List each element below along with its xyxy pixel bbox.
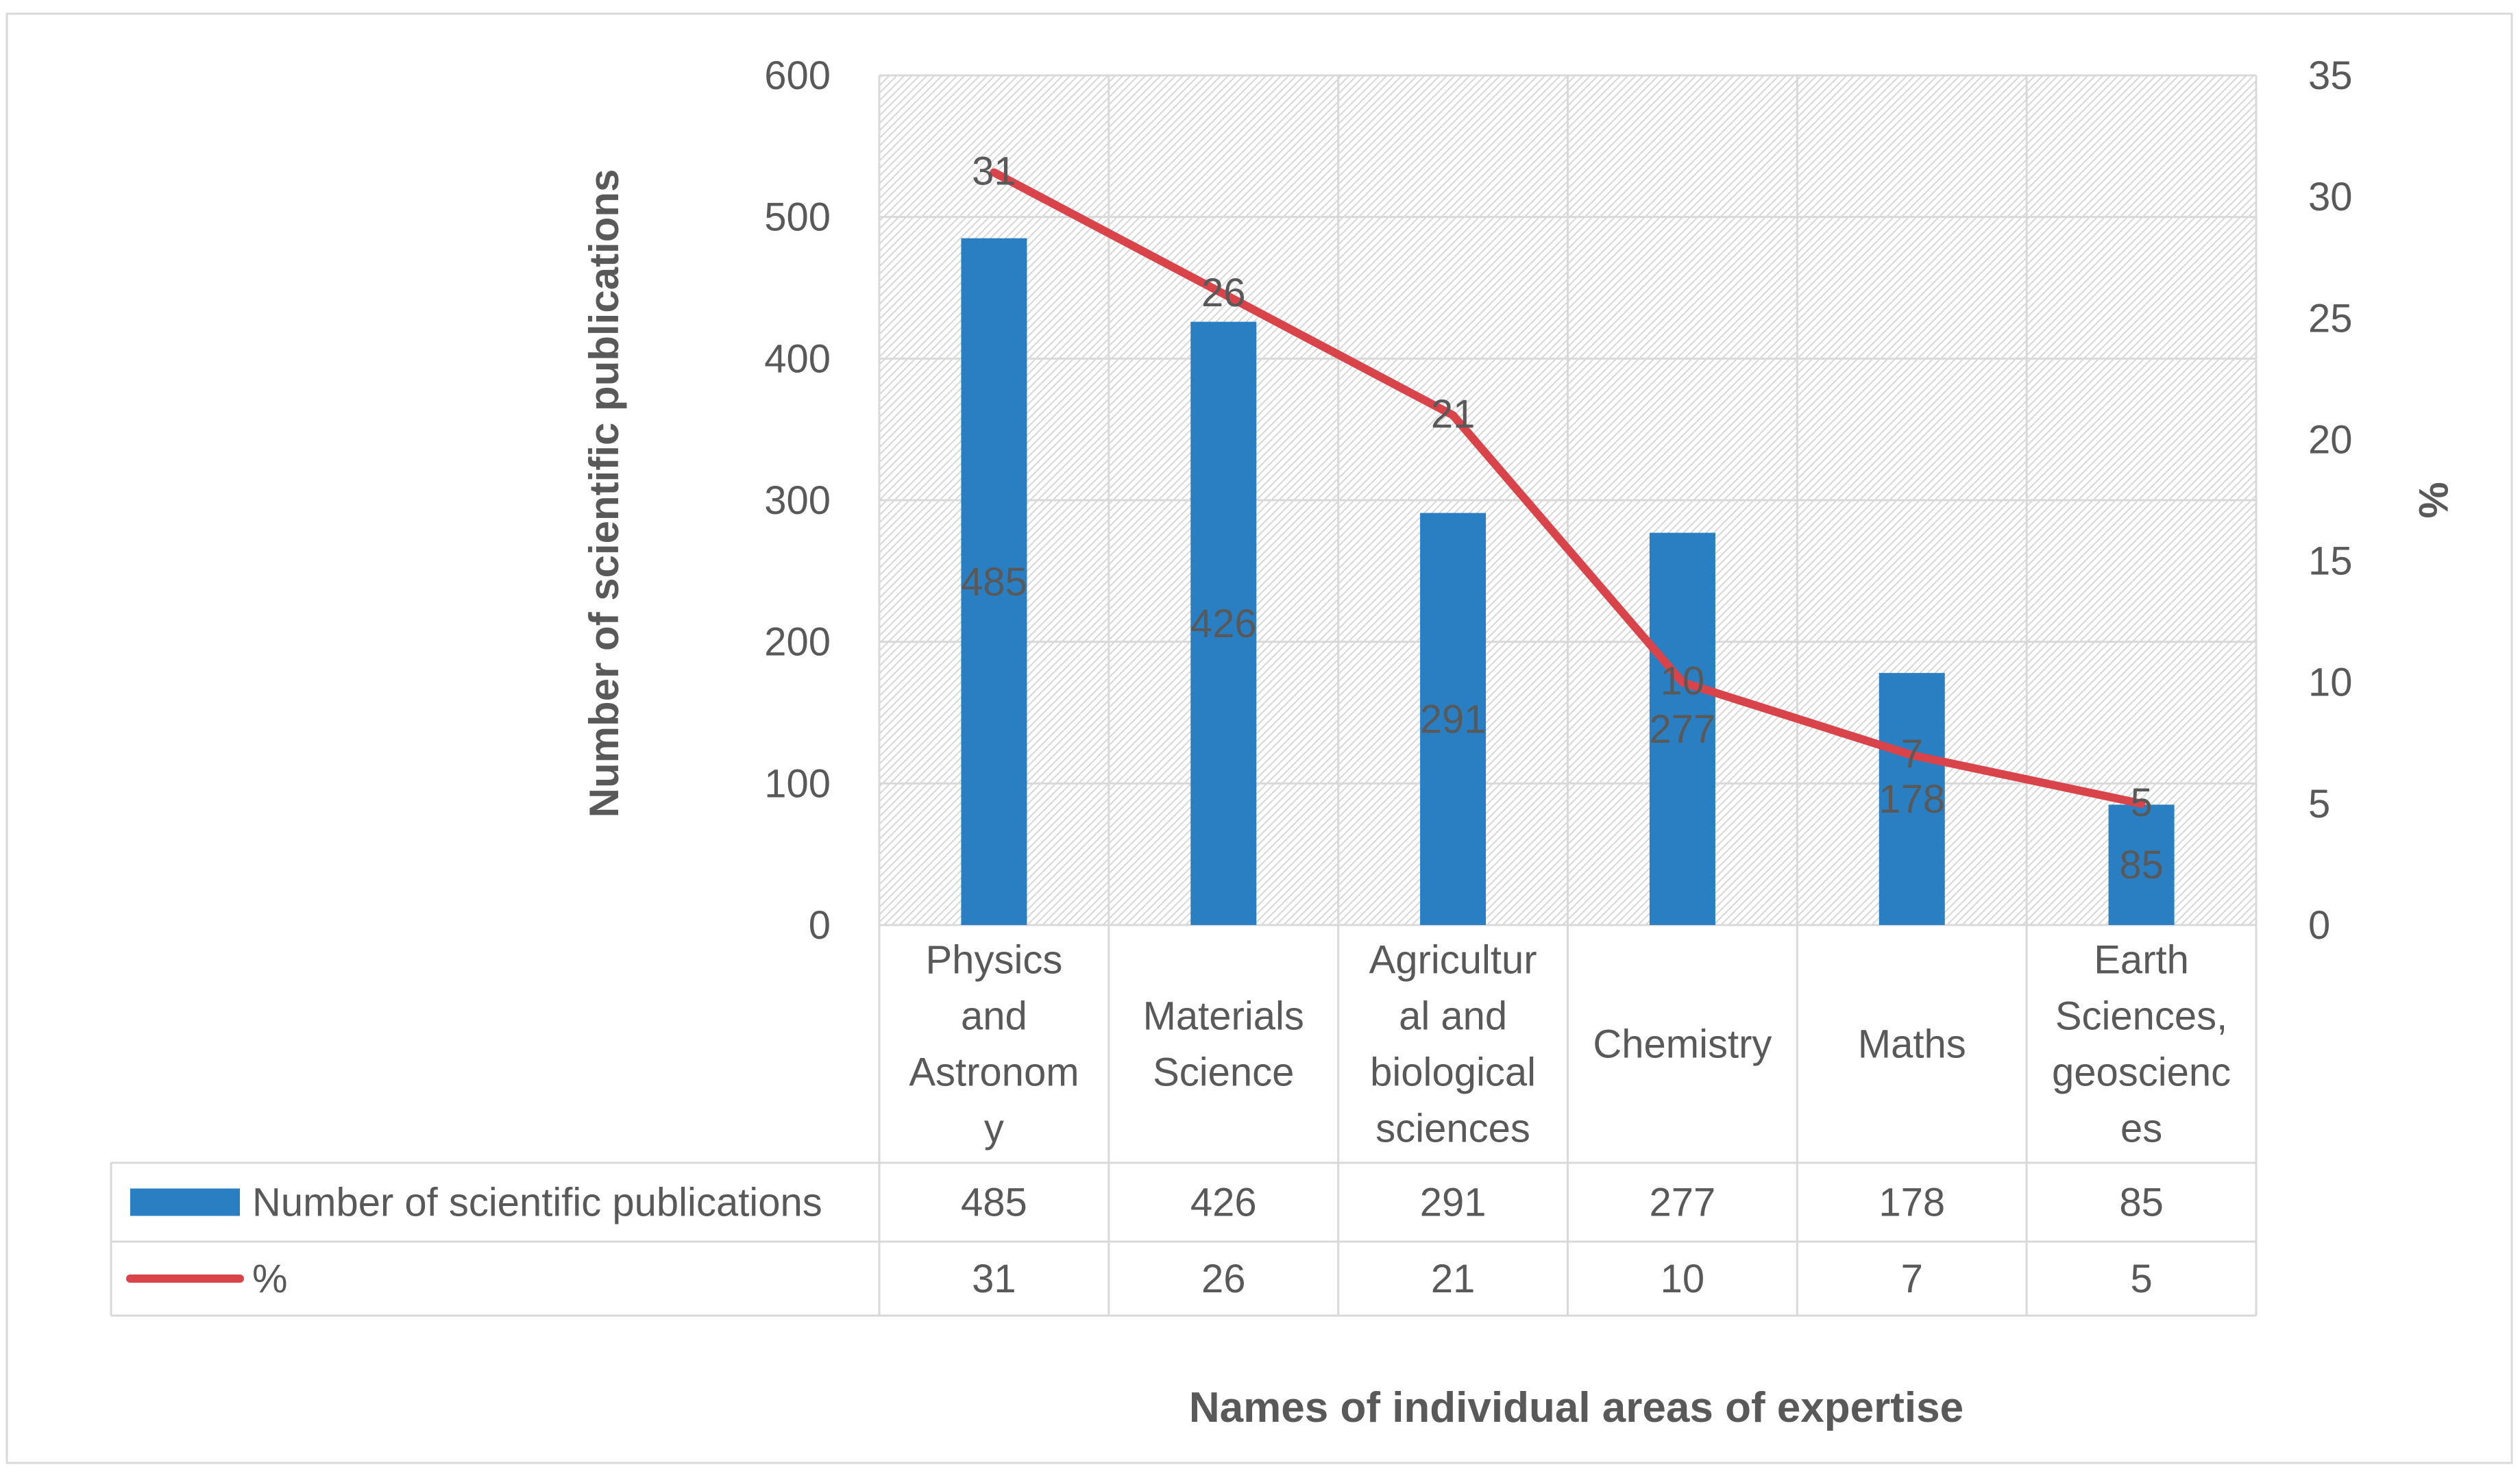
table-cell-publications: 178	[1879, 1181, 1945, 1225]
x-category-label-line: and	[961, 994, 1027, 1039]
x-category-label-line: biological	[1370, 1050, 1536, 1095]
x-category-label-line: Agricultur	[1369, 938, 1537, 983]
x-category-label-line: sciences	[1375, 1107, 1530, 1151]
grid-layer	[878, 74, 2258, 1316]
line-data-label: 21	[1431, 392, 1476, 436]
x-category-label: Earth Sciences, geoscienc es	[2052, 938, 2231, 1151]
table-cell-publications: 426	[1190, 1181, 1257, 1225]
x-category-label-line: Science	[1153, 1050, 1294, 1095]
bar-data-label: 291	[1420, 697, 1487, 741]
bar-data-label: 426	[1190, 602, 1257, 646]
y-tick-label: 0	[809, 903, 831, 948]
y2-tick-label: 30	[2308, 175, 2353, 219]
x-category-label: Physics and Astronom y	[909, 938, 1079, 1151]
x-category-label-line: Sciences,	[2055, 994, 2227, 1039]
bar	[2108, 804, 2175, 925]
y2-axis-title: %	[2410, 482, 2456, 518]
bar	[1649, 532, 1715, 925]
y-tick-label: 400	[764, 336, 831, 381]
y-tick-label: 600	[764, 53, 831, 98]
labels-layer: 485 426 291 277 178 85 31 26 21 10 7 5	[961, 149, 2164, 887]
bar	[961, 238, 1027, 926]
y2-tick-label: 20	[2308, 417, 2353, 462]
y2-tick-label: 25	[2308, 296, 2353, 341]
bar	[1190, 321, 1257, 926]
x-category-label: Materials Science	[1143, 994, 1304, 1095]
data-table: Number of scientific publications% 485 426…	[110, 1161, 2256, 1317]
bar-data-label: 277	[1650, 707, 1716, 752]
y2-tick-label: 5	[2308, 782, 2330, 826]
legend-key-bar	[130, 1188, 240, 1216]
line-data-label: 5	[2130, 780, 2152, 825]
line-data-label: 10	[1661, 659, 1705, 704]
y2-tick-label: 0	[2308, 903, 2330, 948]
bar-data-label: 85	[2119, 843, 2164, 887]
bars-layer	[961, 238, 2175, 926]
x-category-label-line: es	[2120, 1107, 2162, 1151]
x-category-label-line: Earth	[2094, 938, 2189, 983]
x-category-label-line: Materials	[1143, 994, 1304, 1039]
x-category-label-line: al and	[1399, 994, 1507, 1039]
legend-label-bar: Number of scientific publications	[252, 1181, 822, 1225]
x-category-label-line: y	[984, 1107, 1004, 1151]
table-cell-percent: 26	[1201, 1257, 1246, 1301]
table-cell-percent: 21	[1431, 1257, 1476, 1301]
bar	[1879, 673, 1945, 925]
table-cell-percent: 31	[972, 1257, 1016, 1301]
line-layer	[990, 168, 2146, 808]
line-series-percent	[990, 168, 2146, 808]
table-cell-percent: 5	[2130, 1257, 2152, 1301]
table-cell-percent: 7	[1901, 1257, 1923, 1301]
table-cell-publications: 277	[1650, 1181, 1716, 1225]
table-cell-publications: 485	[961, 1181, 1027, 1225]
y-tick-label: 300	[764, 478, 831, 523]
bar	[1420, 513, 1487, 925]
bar-data-label: 178	[1879, 777, 1945, 822]
line-data-label: 26	[1201, 271, 1246, 315]
y-tick-label: 500	[764, 195, 831, 240]
bar-data-label: 485	[961, 560, 1027, 604]
axes-layer: 0 100 200 300 400 500 600 0 5 10 15 20 25 30 35 Physics…	[764, 53, 2352, 1151]
y2-tick-label: 35	[2308, 53, 2353, 98]
x-category-label-line: Chemistry	[1593, 1022, 1772, 1067]
table-cell-publications: 291	[1420, 1181, 1487, 1225]
x-category-label-line: Physics	[926, 938, 1063, 983]
x-category-label-line: Maths	[1858, 1022, 1966, 1067]
x-category-label-line: geoscienc	[2052, 1050, 2231, 1095]
y-tick-label: 100	[764, 761, 831, 806]
line-data-label: 7	[1901, 732, 1923, 776]
y2-tick-label: 10	[2308, 661, 2353, 705]
y-tick-label: 200	[764, 620, 831, 665]
y-axis-title: Number of scientific publications	[581, 169, 627, 818]
table-cell-publications: 85	[2119, 1181, 2164, 1225]
line-data-label: 31	[972, 149, 1016, 194]
legend-label-line: %	[252, 1257, 288, 1301]
x-category-label: Maths	[1858, 1022, 1966, 1067]
x-category-label: Agricultur al and biological sciences	[1369, 938, 1537, 1151]
x-category-label-line: Astronom	[909, 1050, 1079, 1095]
y2-tick-label: 15	[2308, 539, 2353, 584]
x-axis-title: Names of individual areas of expertise	[1189, 1384, 1964, 1431]
table-cell-percent: 10	[1661, 1257, 1705, 1301]
x-category-label: Chemistry	[1593, 1022, 1772, 1067]
